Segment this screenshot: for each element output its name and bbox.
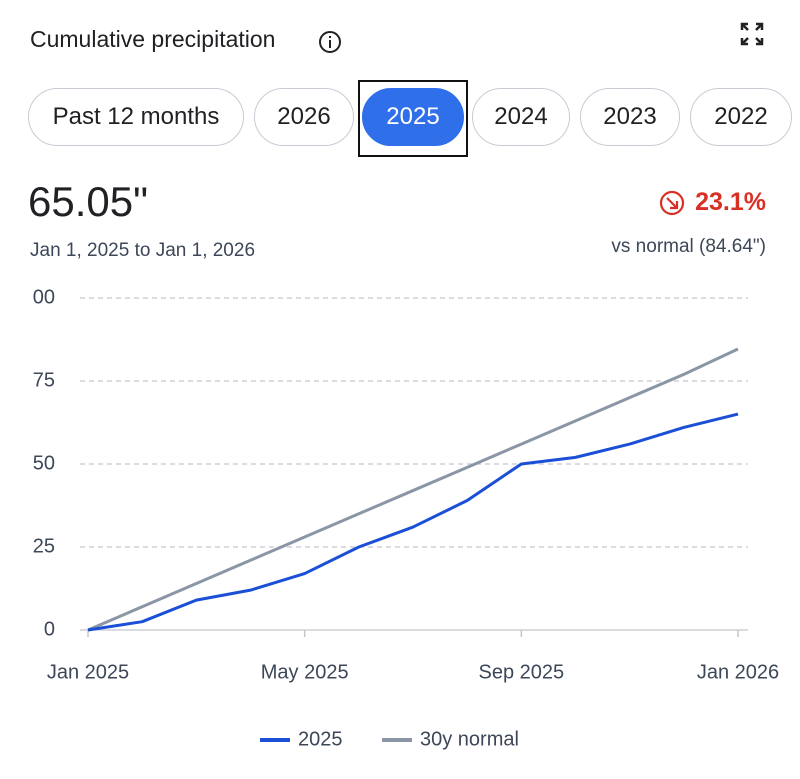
x-tick-label: May 2025 <box>261 661 349 683</box>
legend-label: 30y normal <box>420 728 519 750</box>
y-tick-label: 75 <box>33 369 55 391</box>
y-tick-label: 25 <box>33 535 55 557</box>
card-title: Cumulative precipitation <box>30 26 276 52</box>
series-line <box>87 347 739 632</box>
year-tab[interactable]: 2024 <box>472 88 570 146</box>
series-line <box>87 412 739 632</box>
comparison: vs normal (84.64") <box>611 236 766 257</box>
x-tick-label: Sep 2025 <box>479 661 565 683</box>
y-tick-label: 0 <box>44 618 55 640</box>
y-tick-label: 50 <box>33 452 55 474</box>
legend-item: 30y normal <box>382 728 519 750</box>
change: 23.1% <box>659 188 766 217</box>
total-value: 65.05" <box>28 178 149 225</box>
year-tab[interactable]: Past 12 months <box>28 88 244 146</box>
chart: 0 25 50 75 00 Jan 2025 May 2025 Sep 2025 Jan 202… <box>33 286 779 750</box>
down-arrow-icon <box>660 190 685 215</box>
year-tab[interactable]: 2026 <box>254 88 354 146</box>
x-tick-label: Jan 2026 <box>697 661 779 683</box>
y-tick-label: 00 <box>33 286 55 308</box>
focus-outline <box>358 80 468 157</box>
info-icon[interactable] <box>318 30 342 54</box>
change-value: 23.1% <box>695 188 766 216</box>
year-tab[interactable]: 2025 <box>362 88 464 146</box>
legend-label: 2025 <box>298 728 343 750</box>
expand-icon[interactable] <box>740 22 764 46</box>
x-tick-label: Jan 2025 <box>47 661 129 683</box>
year-tab[interactable]: 2022 <box>690 88 792 146</box>
period: Jan 1, 2025 to Jan 1, 2026 <box>30 240 256 261</box>
year-tab[interactable]: 2023 <box>580 88 680 146</box>
legend-item: 2025 <box>260 728 343 750</box>
